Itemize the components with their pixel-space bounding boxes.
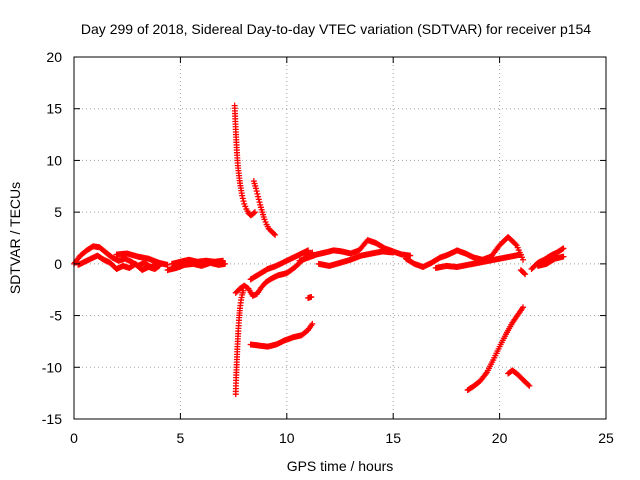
data-point	[250, 210, 257, 217]
data-point	[407, 252, 414, 259]
data-point	[517, 251, 524, 258]
series-track-l	[305, 293, 315, 301]
x-tick-label: 0	[70, 430, 78, 446]
plot-frame	[73, 56, 607, 420]
series-track-f	[231, 102, 258, 219]
data-point	[254, 190, 261, 197]
series-track-s	[534, 253, 567, 269]
data-point	[255, 196, 262, 203]
data-point	[512, 241, 519, 248]
y-tick-label: 20	[46, 49, 62, 65]
grid-lines	[74, 57, 606, 419]
data-point	[390, 249, 397, 256]
chart-title: Day 299 of 2018, Sidereal Day-to-day VTE…	[81, 21, 591, 37]
series-track-q	[517, 267, 529, 278]
data-point	[240, 198, 247, 205]
series-track-b	[75, 252, 163, 274]
series-track-u	[505, 367, 533, 389]
data-point	[305, 247, 312, 254]
data-point	[164, 261, 171, 268]
series-track-c	[113, 250, 171, 268]
x-tick-label: 10	[279, 430, 295, 446]
series-track-h	[232, 287, 247, 398]
data-point	[521, 270, 528, 277]
data-point	[560, 253, 567, 260]
data-point	[219, 257, 226, 264]
data-point	[252, 185, 259, 192]
data-point	[239, 192, 246, 199]
series-track-t	[464, 304, 527, 394]
y-tick-label: -15	[42, 411, 62, 427]
series-track-k	[247, 320, 316, 350]
data-point	[309, 320, 316, 327]
data-point	[255, 193, 262, 200]
y-tick-label: 5	[54, 204, 62, 220]
y-tick-label: 15	[46, 101, 62, 117]
y-axis-label: SDTVAR / TECUs	[7, 182, 23, 294]
data-point	[520, 304, 527, 311]
series-track-p	[432, 251, 524, 271]
data-point	[559, 246, 566, 253]
data-point	[253, 188, 260, 195]
data-point	[271, 230, 278, 237]
data-point	[520, 256, 527, 263]
x-tick-label: 25	[598, 430, 614, 446]
data-point	[251, 209, 258, 216]
y-tick-label: -10	[42, 359, 62, 375]
series-track-g	[250, 178, 279, 238]
axis-ticks: 0 5 10 15 20 25 -15 -10 -5 0 5 10 15 20	[42, 49, 614, 446]
data-point	[525, 381, 532, 388]
series-track-j	[247, 247, 312, 283]
data-point	[222, 260, 229, 267]
x-tick-label: 15	[385, 430, 401, 446]
series-track-o	[402, 233, 527, 270]
x-tick-label: 20	[492, 430, 508, 446]
x-axis-label: GPS time / hours	[287, 458, 394, 474]
data-point	[526, 382, 533, 389]
data-point	[239, 195, 246, 202]
series-track-n	[315, 248, 397, 269]
data-point	[256, 199, 263, 206]
data-points	[71, 102, 567, 398]
data-point	[272, 231, 279, 238]
x-tick-label: 5	[177, 430, 185, 446]
data-point	[522, 271, 529, 278]
y-tick-label: 10	[46, 152, 62, 168]
y-tick-label: -5	[50, 308, 63, 324]
data-point	[308, 293, 315, 300]
y-tick-label: 0	[54, 256, 62, 272]
data-point	[560, 245, 567, 252]
series-track-r	[528, 245, 567, 273]
series-track-e	[168, 256, 226, 267]
